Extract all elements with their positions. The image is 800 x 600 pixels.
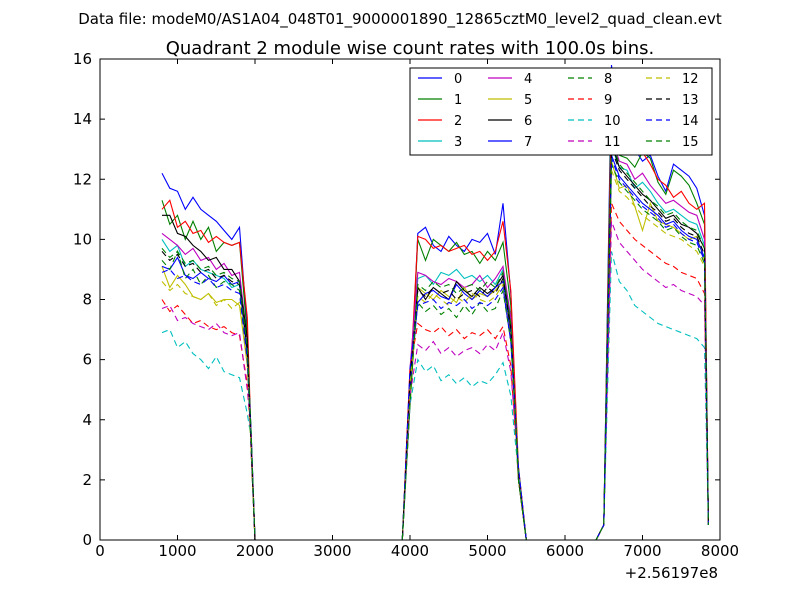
x-tick-label: 3000 xyxy=(313,542,351,560)
legend-label-14: 14 xyxy=(682,114,699,129)
y-tick-label: 2 xyxy=(82,471,92,489)
series-line-15 xyxy=(161,140,709,540)
series-line-9 xyxy=(161,203,709,540)
series-line-8 xyxy=(161,163,709,540)
y-tick-label: 16 xyxy=(73,50,92,68)
series-line-10 xyxy=(161,251,709,540)
series-line-1 xyxy=(161,83,709,540)
legend-label-4: 4 xyxy=(524,72,532,87)
legend-label-0: 0 xyxy=(454,72,462,87)
series-line-7 xyxy=(161,155,709,540)
y-tick-label: 6 xyxy=(82,351,92,369)
y-tick-label: 10 xyxy=(73,230,92,248)
legend-label-13: 13 xyxy=(682,93,699,108)
series-line-14 xyxy=(161,158,709,540)
legend-label-9: 9 xyxy=(604,93,612,108)
x-tick-label: 2000 xyxy=(236,542,274,560)
series-line-13 xyxy=(161,149,709,540)
legend-label-15: 15 xyxy=(682,135,699,150)
series-layer xyxy=(161,64,709,540)
y-tick-label: 8 xyxy=(82,291,92,309)
legend-label-3: 3 xyxy=(454,135,462,150)
legend-label-7: 7 xyxy=(524,135,532,150)
legend-label-2: 2 xyxy=(454,114,462,129)
y-tick-label: 12 xyxy=(73,170,92,188)
legend-label-10: 10 xyxy=(604,114,621,129)
x-tick-label: 4000 xyxy=(391,542,429,560)
y-tick-label: 14 xyxy=(73,110,92,128)
series-line-0 xyxy=(161,64,709,540)
y-tick-label: 0 xyxy=(82,531,92,549)
y-tick-label: 4 xyxy=(82,411,92,429)
x-tick-label: 6000 xyxy=(546,542,584,560)
series-line-2 xyxy=(161,103,709,540)
chart-title: Quadrant 2 module wise count rates with … xyxy=(166,38,655,59)
x-tick-label: 1000 xyxy=(158,542,196,560)
legend-label-1: 1 xyxy=(454,93,462,108)
legend-label-5: 5 xyxy=(524,93,532,108)
x-tick-label: 7000 xyxy=(623,542,661,560)
series-line-11 xyxy=(161,221,709,540)
x-offset-label: +2.56197e8 xyxy=(625,564,718,582)
x-tick-label: 5000 xyxy=(468,542,506,560)
series-line-12 xyxy=(161,170,709,540)
legend-label-11: 11 xyxy=(604,135,621,150)
series-line-5 xyxy=(161,161,709,540)
x-tick-label: 0 xyxy=(95,542,105,560)
series-line-6 xyxy=(162,143,709,540)
legend-label-8: 8 xyxy=(604,72,612,87)
chart-suptitle: Data file: modeM0/AS1A04_048T01_90000018… xyxy=(78,10,722,29)
x-tick-label: 8000 xyxy=(701,542,739,560)
legend-label-12: 12 xyxy=(682,72,699,87)
axis-ticks: 0 1000 2000 3000 4000 5000 6000 7000 80000246810… xyxy=(73,50,739,560)
legend-label-6: 6 xyxy=(524,114,532,129)
